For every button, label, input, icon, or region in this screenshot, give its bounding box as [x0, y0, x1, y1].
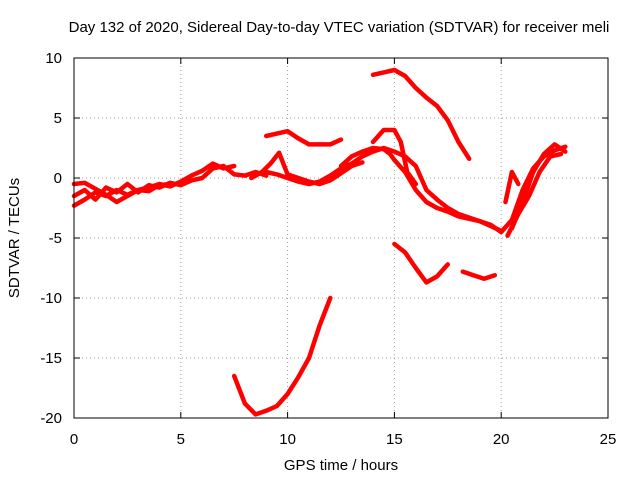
x-tick-label: 20 [493, 431, 510, 448]
y-tick-label: -5 [49, 230, 62, 247]
ticks [73, 57, 609, 419]
y-tick-label: -15 [40, 350, 62, 367]
series-arc-6 [338, 145, 504, 235]
x-tick-label: 5 [177, 431, 185, 448]
y-tick-label: 5 [54, 110, 62, 127]
series-arc-12 [231, 295, 333, 417]
series-arc-11 [460, 269, 498, 282]
y-tick-label: 10 [45, 50, 62, 67]
series-arc-9 [370, 67, 472, 162]
chart-title: Day 132 of 2020, Sidereal Day-to-day VTE… [69, 19, 610, 36]
series-arc-3 [71, 180, 173, 205]
grid [74, 58, 608, 418]
x-axis-label: GPS time / hours [284, 457, 398, 474]
series-arc-7 [370, 127, 419, 187]
series-arc-10 [392, 241, 451, 285]
x-tick-label: 0 [70, 431, 78, 448]
x-tick-label: 15 [386, 431, 403, 448]
y-tick-label: 0 [54, 170, 62, 187]
y-tick-label: -20 [40, 410, 62, 427]
series-arc-15 [509, 142, 568, 231]
x-tick-label: 10 [279, 431, 296, 448]
x-tick-label: 25 [600, 431, 617, 448]
series-arc-16 [503, 169, 521, 205]
tick-labels: 0 5 10 15 20 25 10 5 0 -5 -10 -15 -20 [40, 50, 616, 448]
y-tick-label: -10 [40, 290, 62, 307]
series-arc-8 [263, 128, 344, 147]
data-series [71, 67, 568, 417]
series-arc-4 [249, 150, 365, 187]
y-axis-label: SDTVAR / TECUs [6, 178, 23, 298]
